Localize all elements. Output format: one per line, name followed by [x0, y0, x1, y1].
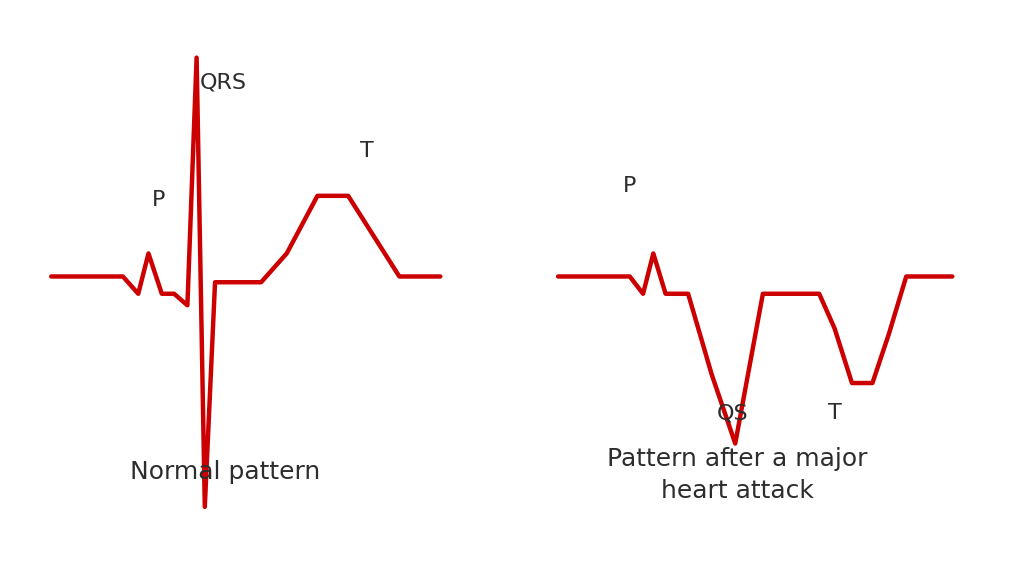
- Text: T: T: [359, 141, 374, 161]
- Text: QS: QS: [717, 403, 748, 423]
- Text: P: P: [623, 176, 637, 196]
- Text: QRS: QRS: [200, 72, 247, 92]
- Text: T: T: [827, 403, 842, 423]
- Text: P: P: [152, 190, 166, 210]
- Text: Normal pattern: Normal pattern: [130, 460, 321, 484]
- Text: Pattern after a major
heart attack: Pattern after a major heart attack: [607, 448, 867, 503]
